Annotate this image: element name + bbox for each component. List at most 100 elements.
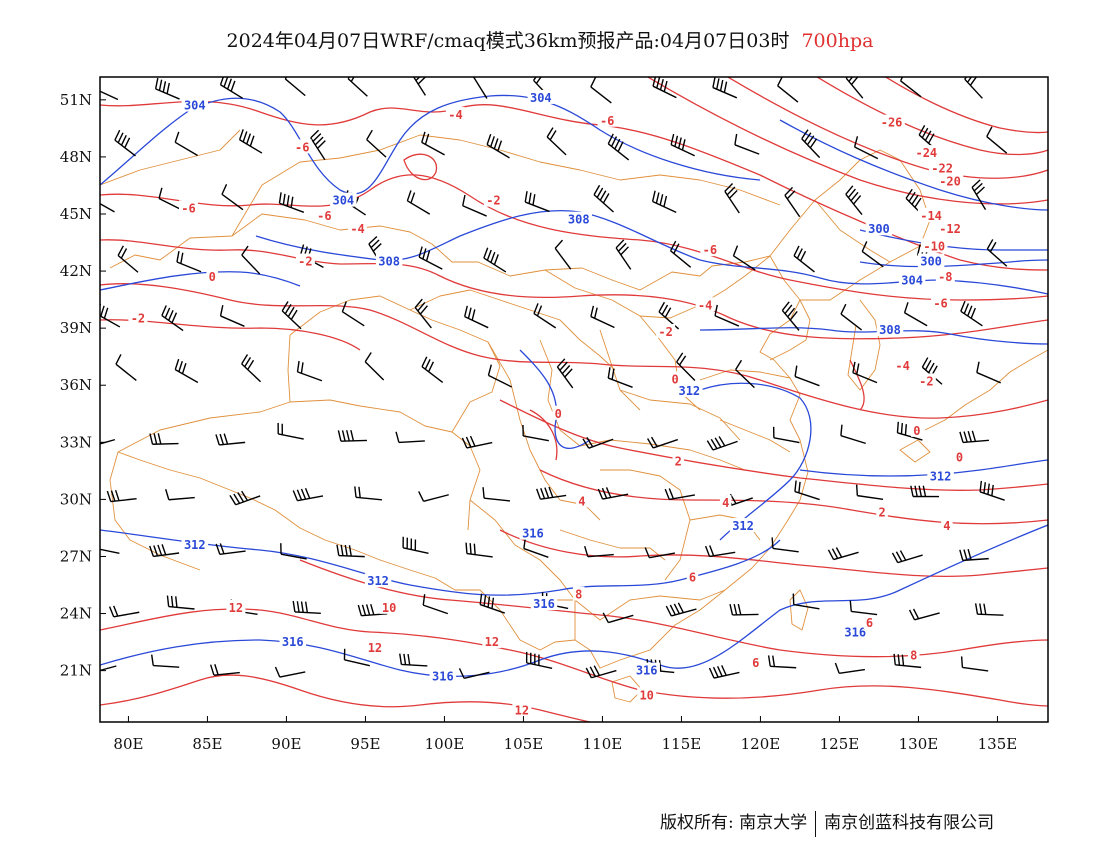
wind-barb: [280, 543, 307, 560]
temperature-contour-label: 0: [555, 407, 562, 421]
temperature-contour-label: -6: [933, 296, 947, 310]
wind-barb: [106, 489, 137, 503]
temperature-contour-label: 12: [229, 601, 243, 615]
wind-barb: [597, 487, 629, 500]
lon-tick-label: 80E: [113, 735, 143, 753]
temperature-contour-label-bg: [446, 107, 465, 122]
hubei-border: [579, 439, 746, 471]
wind-barb: [590, 305, 615, 329]
temperature-contour-label: -6: [703, 243, 717, 257]
temperature-contour-label-bg: [637, 687, 657, 702]
wind-barb: [458, 668, 490, 680]
lat-tick-label: 42N: [60, 262, 92, 280]
temp-contour: [884, 77, 1048, 134]
wind-barb: [792, 593, 820, 610]
height-contour: [699, 382, 812, 541]
temperature-contour-label-bg: [936, 221, 964, 236]
temperature-contour-label: -2: [486, 194, 500, 208]
temperature-contour-label-bg: [482, 634, 502, 649]
temperature-contour-label: -26: [881, 116, 903, 130]
korea-outline: [847, 299, 881, 391]
height-contour-label-bg: [565, 211, 592, 226]
temp-contour: [726, 77, 1048, 179]
temperature-contour-label-bg: [911, 422, 923, 437]
shaanxi-border: [539, 339, 581, 447]
wind-barb: [395, 431, 425, 444]
temperature-contour-label-bg: [920, 238, 948, 253]
guizhou-border: [559, 529, 666, 561]
wind-barb: [418, 246, 443, 270]
longitude-axis: 80E 85E 90E 95E 100E 105E 110E 115E 120E 125E 130E…: [113, 716, 1017, 753]
temperature-contour-label-bg: [917, 207, 945, 222]
qinghai-border: [289, 295, 501, 433]
temperature-contour-label: 4: [943, 519, 950, 533]
temperature-contour-label-bg: [935, 268, 955, 283]
wind-barb: [602, 612, 634, 624]
gansu-border: [409, 289, 616, 371]
map-frame: [99, 76, 1049, 723]
wind-barb: [959, 430, 989, 444]
wind-barb: [337, 429, 367, 442]
northeast-border: [769, 149, 931, 301]
wind-barb: [406, 190, 431, 215]
wind-barb: [414, 298, 432, 329]
wind-barb: [976, 361, 1001, 384]
temperature-contour-label-bg: [936, 173, 964, 188]
wind-barb: [852, 361, 878, 384]
henan-border: [619, 389, 741, 441]
wind-barb: [593, 184, 614, 213]
hainan-outline: [611, 675, 643, 703]
wind-barb: [706, 436, 738, 451]
temperature-contour-label-bg: [314, 207, 334, 222]
wind-barb: [827, 547, 859, 561]
wind-barb: [533, 303, 557, 329]
wind-barb: [465, 542, 493, 558]
lon-tick-label: 105E: [504, 735, 544, 753]
lon-tick-label: 130E: [899, 735, 939, 753]
height-contour-label: 308: [879, 323, 901, 337]
wind-barb: [486, 134, 510, 159]
footer: 版权所有: 南京大学 南京创蓝科技有限公司: [660, 808, 994, 837]
height-contour-label-bg: [633, 662, 660, 677]
wind-barb: [801, 129, 821, 159]
wind-barb: [281, 301, 302, 330]
plot-area: 304 304 304 308 308 300 300 304 308 312 312 312 312 3…: [100, 77, 1048, 722]
temperature-contour-label: 12: [485, 635, 499, 649]
wind-barb: [729, 603, 759, 616]
wind-barb: [556, 358, 574, 389]
japan-kyushu: [899, 439, 931, 463]
wind-barb: [732, 245, 756, 271]
height-contour-label: 300: [920, 255, 942, 269]
wind-barb: [165, 489, 195, 501]
temperature-contour-label-bg: [178, 200, 198, 215]
wind-barb: [354, 486, 382, 501]
wind-barb: [590, 77, 612, 104]
wind-barb: [704, 545, 736, 558]
wind-barb: [158, 187, 183, 211]
pressure-level: 700hpa: [801, 30, 874, 52]
height-contour-label: 312: [184, 538, 206, 552]
wind-barb: [274, 666, 306, 678]
lat-tick-label: 48N: [60, 148, 92, 166]
wind-barb: [100, 202, 115, 213]
height-contour-label-bg: [519, 525, 547, 540]
wind-barb: [524, 191, 550, 213]
height-contour-label-bg: [865, 221, 893, 236]
wind-barb: [421, 356, 444, 383]
height-contour-label-bg: [181, 537, 209, 552]
temperature-contour-label-bg: [552, 405, 564, 420]
wind-barb: [971, 179, 987, 210]
temperature-contour-label: -14: [920, 209, 942, 223]
temperature-contour-label-bg: [576, 493, 588, 508]
height-contour-label: 316: [636, 664, 658, 678]
temperature-contour-label: 6: [689, 570, 696, 584]
height-contour-label: 316: [844, 626, 866, 640]
wind-barb: [100, 665, 117, 672]
wind-barb: [278, 192, 305, 213]
wind-barb: [767, 655, 797, 669]
wind-barb: [229, 490, 261, 506]
wind-barb: [421, 131, 445, 156]
wind-barb: [910, 485, 940, 498]
lat-tick-label: 24N: [60, 605, 92, 623]
wind-barb: [100, 90, 119, 101]
